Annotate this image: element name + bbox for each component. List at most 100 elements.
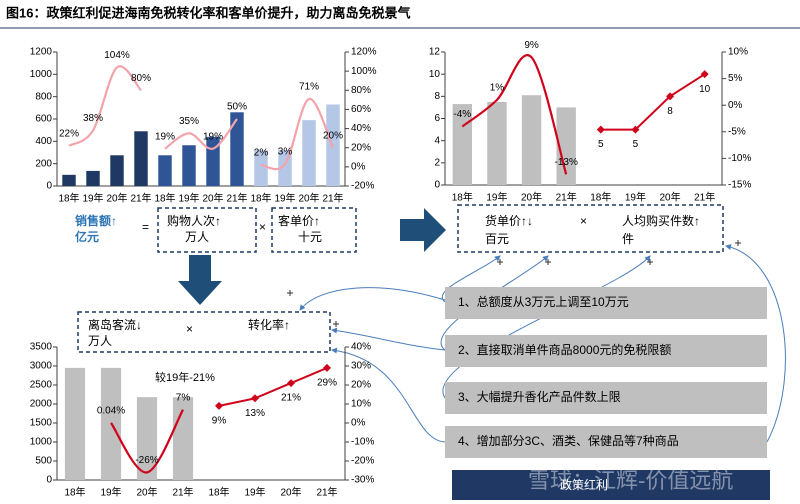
- marker: [596, 125, 605, 134]
- data-label: 20%: [323, 130, 343, 141]
- factor-box: [457, 204, 724, 253]
- line: [600, 73, 706, 131]
- policy-text: 4、增加部分3C、酒类、保健品等7种商品: [458, 433, 679, 448]
- data-label: 104%: [104, 50, 130, 61]
- policy-text: 1、总额度从3万元上调至10万元: [458, 294, 629, 309]
- factor-unit: 十元: [298, 230, 322, 244]
- formula-result-unit: 亿元: [75, 229, 99, 244]
- connector: [442, 255, 651, 399]
- marker: [700, 70, 709, 79]
- data-label: 8: [667, 106, 673, 117]
- x-tick-label: 21年: [556, 191, 577, 204]
- bar: [86, 170, 100, 186]
- y2-tick-label: 10%: [351, 399, 371, 410]
- y2-tick-label: -20%: [351, 181, 374, 192]
- factor-unit: 万人: [185, 230, 209, 244]
- y2-tick-label: -30%: [351, 475, 374, 486]
- line: [260, 97, 335, 171]
- marker: [287, 379, 295, 388]
- y-tick-label: 3500: [30, 342, 53, 353]
- policy-text: 2、直接取消单件商品8000元的免税限额: [458, 342, 671, 357]
- x-tick-label: 21年: [130, 192, 151, 205]
- factor-label: 购物人次↑: [167, 213, 221, 228]
- factor-unit: 万人: [88, 334, 112, 348]
- marker: [251, 394, 259, 403]
- y-tick-label: 4: [434, 135, 440, 146]
- data-label: 3%: [278, 147, 293, 158]
- y-tick-label: 0: [46, 181, 52, 192]
- y-tick-label: 0: [434, 180, 440, 191]
- y-tick-label: 12: [429, 47, 441, 58]
- policy-text: 3、大幅提升香化产品件数上限: [458, 389, 621, 404]
- data-label: 7%: [176, 392, 191, 403]
- y2-tick-label: 0%: [351, 161, 366, 172]
- data-label: 2%: [254, 148, 269, 159]
- bar: [182, 145, 196, 186]
- line: [68, 65, 142, 147]
- y-tick-label: 2: [434, 157, 440, 168]
- y-tick-label: 0: [46, 475, 52, 486]
- policy-banner: [452, 470, 770, 500]
- factor-unit: 百元: [485, 232, 509, 246]
- y-tick-label: 8: [434, 91, 440, 102]
- y-tick-label: 1000: [30, 69, 53, 80]
- policy-box: [445, 287, 767, 319]
- y2-tick-label: 20%: [351, 142, 371, 153]
- times-sign: ×: [186, 322, 193, 336]
- y2-tick-label: 120%: [351, 47, 377, 58]
- y-tick-label: 6: [434, 113, 440, 124]
- bar: [172, 397, 194, 480]
- x-tick-label: 20年: [136, 486, 157, 499]
- data-label: 10: [699, 84, 711, 95]
- x-tick-label: 18年: [250, 192, 271, 205]
- factor-box: [77, 311, 331, 353]
- y2-tick-label: -20%: [351, 456, 374, 467]
- factor-label: 货单价↑↓: [485, 213, 533, 228]
- marker: [323, 363, 331, 372]
- y-tick-label: 400: [35, 136, 52, 147]
- data-label: 29%: [317, 378, 337, 389]
- y-tick-label: 500: [35, 456, 52, 467]
- factor-label: 转化率↑: [248, 317, 290, 332]
- x-tick-label: 20年: [280, 486, 301, 499]
- y2-tick-label: 80%: [351, 85, 371, 96]
- line: [218, 366, 328, 407]
- x-tick-label: 21年: [226, 192, 247, 205]
- data-label: 9%: [524, 40, 539, 51]
- data-label: -13%: [555, 157, 578, 168]
- data-label: 5: [598, 139, 604, 150]
- x-tick-label: 19年: [178, 192, 199, 205]
- x-tick-label: 18年: [590, 191, 611, 204]
- formula-sales: 销售额↑ 亿元 = 购物人次↑ 万人 × 客单价↑ 十元: [75, 207, 357, 253]
- x-tick-label: 18年: [452, 191, 473, 204]
- bar: [556, 107, 576, 185]
- y2-tick-label: -15%: [728, 180, 751, 191]
- y2-tick-label: 0%: [728, 100, 743, 111]
- x-tick-label: 21年: [316, 486, 337, 499]
- bar: [110, 155, 124, 186]
- factor-label: 客单价↑: [278, 213, 320, 228]
- data-label: 21%: [281, 393, 301, 404]
- x-tick-label: 20年: [202, 192, 223, 205]
- formula-result: 销售额↑: [75, 213, 117, 228]
- y2-tick-label: -5%: [728, 126, 746, 137]
- x-tick-label: 19年: [244, 486, 265, 499]
- x-tick-label: 19年: [625, 191, 646, 204]
- connector: [331, 327, 446, 351]
- x-tick-label: 18年: [208, 486, 229, 499]
- y2-tick-label: 30%: [351, 361, 371, 372]
- figure-title: 图16：政策红利促进海南免税转化率和客单价提升，助力离岛免税景气: [6, 5, 410, 20]
- marker: [666, 92, 675, 101]
- y2-tick-label: 10%: [728, 47, 748, 58]
- data-label: -26%: [135, 455, 158, 466]
- data-label: 19%: [203, 131, 223, 142]
- y-tick-label: 1000: [30, 437, 53, 448]
- y2-tick-label: 5%: [728, 73, 743, 84]
- factor-unit: 件: [622, 232, 634, 246]
- factor-label: 人均购买件数↑: [622, 213, 700, 228]
- bar: [62, 174, 76, 186]
- factor-label: 离岛客流↓: [88, 317, 142, 332]
- arrow-right: [400, 208, 446, 252]
- data-label: 13%: [245, 408, 265, 419]
- data-label: 71%: [299, 82, 319, 93]
